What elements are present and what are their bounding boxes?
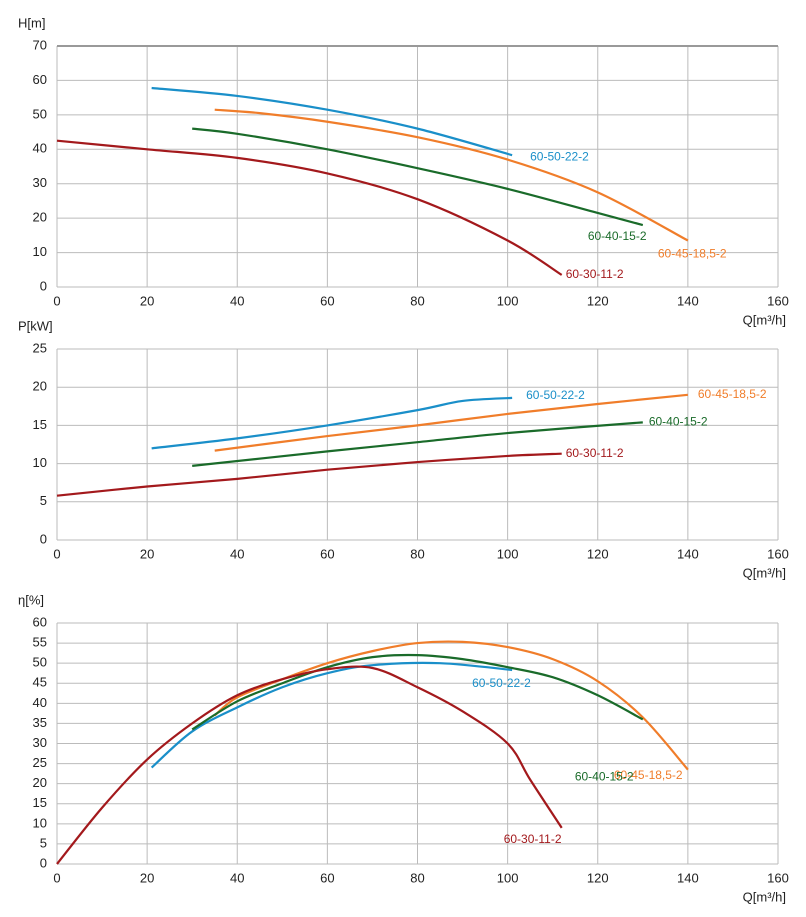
series-label: 60-30-11-2	[504, 832, 562, 846]
y-tick-label: 30	[33, 175, 47, 190]
series-label: 60-40-15-2	[588, 229, 647, 243]
y-tick-label: 50	[33, 655, 47, 670]
y-tick-label: 10	[33, 455, 47, 470]
y-tick-label: 25	[33, 340, 47, 355]
x-tick-label: 20	[140, 293, 154, 308]
x-tick-label: 80	[410, 870, 424, 885]
curve	[151, 86, 513, 157]
series-label: 60-40-15-2	[649, 415, 708, 429]
y-tick-label: 60	[33, 72, 47, 87]
x-tick-label: 120	[587, 546, 609, 561]
y-tick-label: 5	[40, 835, 47, 850]
y-tick-label: 0	[40, 855, 47, 870]
series-label: 60-45-18,5-2	[614, 768, 683, 782]
series-label: 60-50-22-2	[530, 149, 589, 163]
y-tick-label: 35	[33, 715, 47, 730]
x-tick-label: 60	[320, 546, 334, 561]
y-tick-label: 60	[33, 614, 47, 629]
series-label: 60-50-22-2	[472, 676, 531, 690]
curve	[192, 421, 643, 467]
x-axis-label: Q[m³/h]	[743, 889, 786, 904]
series-label: 60-45-18,5-2	[658, 247, 727, 261]
y-axis-label: H[m]	[18, 15, 45, 30]
y-tick-label: 20	[33, 379, 47, 394]
y-tick-label: 55	[33, 635, 47, 650]
y-tick-label: 40	[33, 141, 47, 156]
y-tick-label: 50	[33, 106, 47, 121]
curve	[56, 665, 563, 865]
x-tick-label: 60	[320, 293, 334, 308]
curve	[192, 127, 644, 227]
y-tick-label: 10	[33, 244, 47, 259]
y-axis-label: η[%]	[18, 592, 44, 607]
x-tick-label: 100	[497, 870, 519, 885]
x-tick-label: 140	[677, 293, 699, 308]
y-tick-label: 70	[33, 37, 47, 52]
x-tick-label: 0	[53, 546, 60, 561]
x-axis-label: Q[m³/h]	[743, 565, 786, 580]
x-tick-label: 80	[410, 293, 424, 308]
x-tick-label: 100	[497, 293, 519, 308]
x-tick-label: 120	[587, 293, 609, 308]
x-axis-label: Q[m³/h]	[743, 312, 786, 327]
x-tick-label: 160	[767, 546, 789, 561]
x-tick-label: 80	[410, 546, 424, 561]
y-tick-label: 25	[33, 755, 47, 770]
x-tick-label: 0	[53, 870, 60, 885]
x-tick-label: 20	[140, 870, 154, 885]
x-tick-label: 20	[140, 546, 154, 561]
x-tick-label: 40	[230, 293, 244, 308]
x-tick-label: 160	[767, 293, 789, 308]
curve	[214, 108, 689, 242]
x-tick-label: 100	[497, 546, 519, 561]
curve	[56, 139, 563, 276]
curve	[191, 653, 644, 731]
y-tick-label: 20	[33, 775, 47, 790]
y-tick-label: 10	[33, 815, 47, 830]
y-tick-label: 40	[33, 695, 47, 710]
x-tick-label: 40	[230, 870, 244, 885]
curve	[150, 661, 513, 769]
x-tick-label: 140	[677, 870, 699, 885]
series-label: 60-30-11-2	[566, 267, 624, 281]
y-tick-label: 45	[33, 675, 47, 690]
y-tick-label: 15	[33, 417, 47, 432]
y-tick-label: 0	[40, 531, 47, 546]
y-tick-label: 0	[40, 278, 47, 293]
x-tick-label: 0	[53, 293, 60, 308]
series-label: 60-50-22-2	[526, 388, 585, 402]
y-tick-label: 5	[40, 493, 47, 508]
y-axis-label: P[kW]	[18, 318, 53, 333]
x-tick-label: 40	[230, 546, 244, 561]
x-tick-label: 160	[767, 870, 789, 885]
series-label: 60-30-11-2	[566, 446, 624, 460]
y-tick-label: 15	[33, 795, 47, 810]
curve	[151, 396, 513, 450]
series-label: 60-45-18,5-2	[698, 387, 767, 401]
y-tick-label: 30	[33, 735, 47, 750]
x-tick-label: 120	[587, 870, 609, 885]
y-tick-label: 20	[33, 210, 47, 225]
series-label: 60-40-15-2	[575, 770, 634, 784]
x-tick-label: 60	[320, 870, 334, 885]
curve	[56, 452, 562, 497]
curve	[214, 393, 688, 452]
x-tick-label: 140	[677, 546, 699, 561]
